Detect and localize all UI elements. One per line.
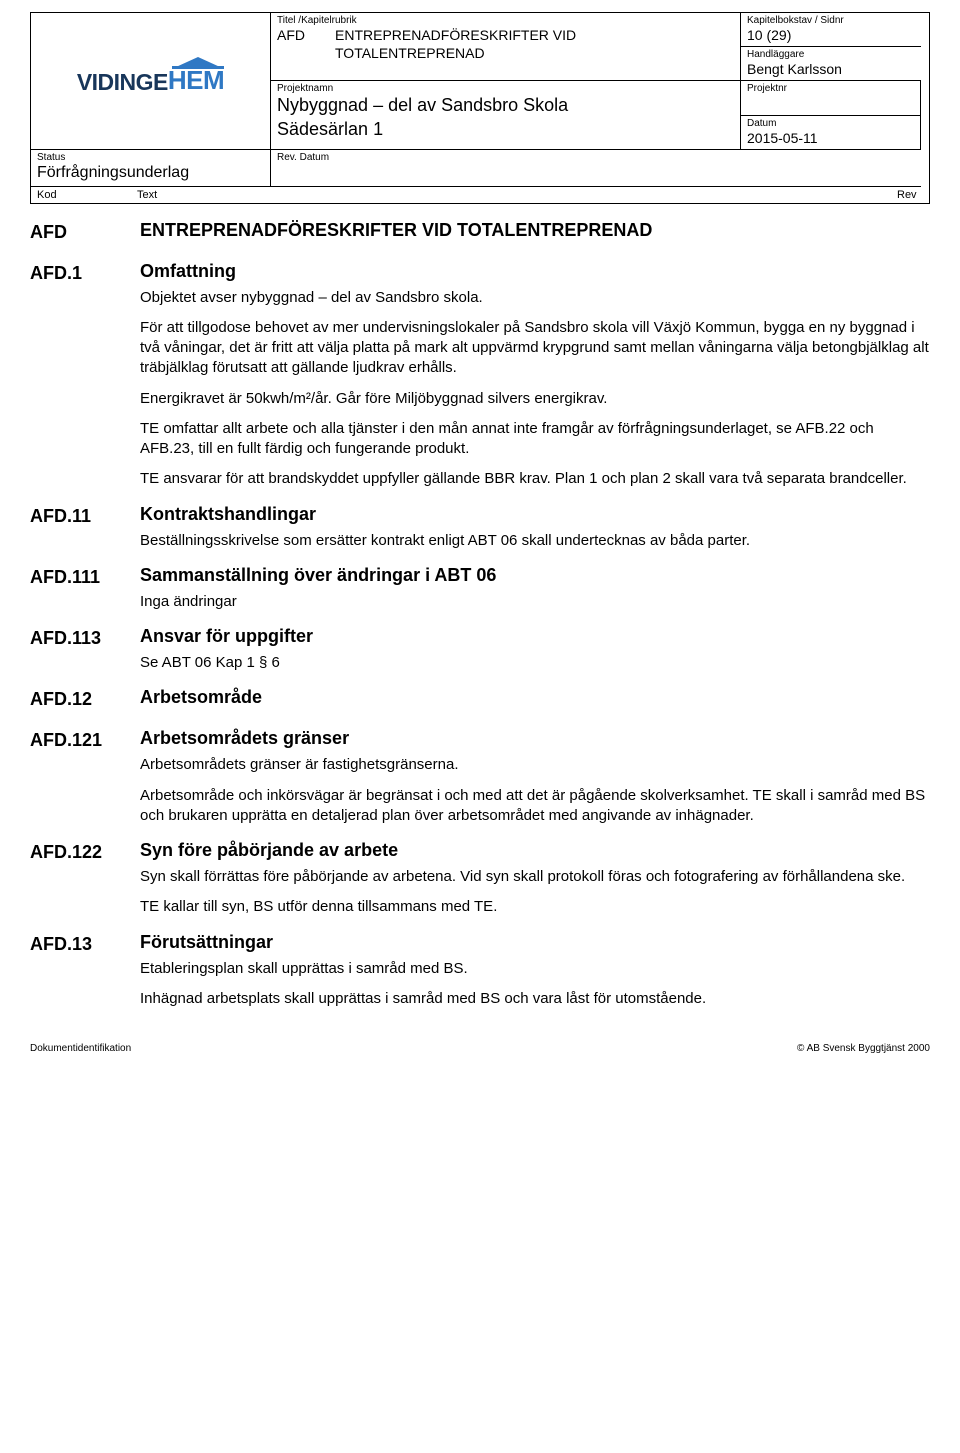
section-afd12: AFD.12 Arbetsområde	[30, 687, 930, 714]
text-label: Text	[131, 187, 891, 203]
title-cell: Titel /Kapitelrubrik AFD ENTREPRENADFÖRE…	[271, 13, 741, 81]
section-afd13: AFD.13 Förutsättningar Etableringsplan s…	[30, 932, 930, 1010]
projektnr-label: Projektnr	[747, 83, 914, 94]
kod-text-row: Kod Text Rev	[30, 187, 930, 204]
projektnamn-cell: Projektnamn Nybyggnad – del av Sandsbro …	[271, 81, 741, 149]
code-afd: AFD	[30, 220, 140, 247]
afd11-p1: Beställningsskrivelse som ersätter kontr…	[140, 531, 930, 551]
vidingehem-logo: VIDINGE HEM	[77, 65, 224, 96]
title-text-1: ENTREPRENADFÖRESKRIFTER VID	[335, 27, 576, 43]
title-afd11: Kontraktshandlingar	[140, 504, 930, 525]
code-afd121: AFD.121	[30, 728, 140, 826]
document-header: VIDINGE HEM Titel /Kapitelrubrik AFD ENT…	[30, 12, 930, 150]
logo-cell: VIDINGE HEM	[31, 13, 271, 150]
section-afd111: AFD.111 Sammanställning över ändringar i…	[30, 565, 930, 612]
afd113-p1: Se ABT 06 Kap 1 § 6	[140, 653, 930, 673]
right-top-cell: Kapitelbokstav / Sidnr 10 (29) Handlägga…	[741, 13, 921, 81]
projektnamn-label: Projektnamn	[277, 83, 734, 94]
status-label: Status	[37, 152, 264, 163]
title-label: Titel /Kapitelrubrik	[277, 15, 734, 26]
kapitel-label: Kapitelbokstav / Sidnr	[747, 15, 915, 26]
title-afd122: Syn före påbörjande av arbete	[140, 840, 930, 861]
title-afd: ENTREPRENADFÖRESKRIFTER VID TOTALENTREPR…	[140, 220, 930, 241]
afd1-p5: TE ansvarar för att brandskyddet uppfyll…	[140, 469, 930, 489]
logo-text-blue: HEM	[168, 65, 224, 96]
kapitel-value: 10 (29)	[747, 26, 915, 44]
afd1-p3: Energikravet är 50kwh/m²/år. Går före Mi…	[140, 389, 930, 409]
logo-text-dark: VIDINGE	[77, 69, 168, 96]
rev-datum-label: Rev. Datum	[277, 152, 915, 163]
status-value: Förfrågningsunderlag	[37, 163, 264, 184]
code-afd122: AFD.122	[30, 840, 140, 918]
document-body: AFD ENTREPRENADFÖRESKRIFTER VID TOTALENT…	[30, 204, 930, 1010]
rev-label: Rev	[891, 187, 921, 203]
title-afd13: Förutsättningar	[140, 932, 930, 953]
afd13-p2: Inhägnad arbetsplats skall upprättas i s…	[140, 989, 930, 1009]
code-afd12: AFD.12	[30, 687, 140, 714]
title-text-2: TOTALENTREPRENAD	[335, 45, 485, 61]
afd121-p1: Arbetsområdets gränser är fastighetsgrän…	[140, 755, 930, 775]
afd1-p2: För att tillgodose behovet av mer underv…	[140, 318, 930, 379]
kod-label: Kod	[31, 187, 131, 203]
code-afd1: AFD.1	[30, 261, 140, 490]
title-afd111: Sammanställning över ändringar i ABT 06	[140, 565, 930, 586]
title-afd1: Omfattning	[140, 261, 930, 282]
projektnamn-2: Sädesärlan 1	[277, 119, 383, 139]
afd1-p4: TE omfattar allt arbete och alla tjänste…	[140, 419, 930, 460]
afd13-p1: Etableringsplan skall upprättas i samråd…	[140, 959, 930, 979]
section-afd1: AFD.1 Omfattning Objektet avser nybyggna…	[30, 261, 930, 490]
status-row: Status Förfrågningsunderlag Rev. Datum	[30, 150, 930, 187]
section-afd11: AFD.11 Kontraktshandlingar Beställningss…	[30, 504, 930, 551]
handlaggare-label: Handläggare	[747, 49, 915, 60]
right-mid-cell: Projektnr Datum 2015-05-11	[741, 81, 921, 149]
title-afd113: Ansvar för uppgifter	[140, 626, 930, 647]
projektnamn-1: Nybyggnad – del av Sandsbro Skola	[277, 95, 568, 115]
afd122-p1: Syn skall förrättas före påbörjande av a…	[140, 867, 930, 887]
page-footer: Dokumentidentifikation © AB Svensk Byggt…	[30, 1039, 930, 1054]
datum-value: 2015-05-11	[747, 129, 914, 147]
code-afd111: AFD.111	[30, 565, 140, 612]
code-afd11: AFD.11	[30, 504, 140, 551]
section-afd113: AFD.113 Ansvar för uppgifter Se ABT 06 K…	[30, 626, 930, 673]
afd1-p1: Objektet avser nybyggnad – del av Sandsb…	[140, 288, 930, 308]
code-afd13: AFD.13	[30, 932, 140, 1010]
handlaggare-value: Bengt Karlsson	[747, 60, 915, 78]
section-afd121: AFD.121 Arbetsområdets gränser Arbetsomr…	[30, 728, 930, 826]
afd111-p1: Inga ändringar	[140, 592, 930, 612]
section-afd: AFD ENTREPRENADFÖRESKRIFTER VID TOTALENT…	[30, 220, 930, 247]
afd121-p2: Arbetsområde och inkörsvägar är begränsa…	[140, 786, 930, 827]
title-afd121: Arbetsområdets gränser	[140, 728, 930, 749]
footer-right: © AB Svensk Byggtjänst 2000	[797, 1043, 930, 1054]
title-code: AFD	[277, 26, 305, 62]
section-afd122: AFD.122 Syn före påbörjande av arbete Sy…	[30, 840, 930, 918]
afd122-p2: TE kallar till syn, BS utför denna tills…	[140, 897, 930, 917]
datum-label: Datum	[747, 118, 914, 129]
title-afd12: Arbetsområde	[140, 687, 930, 708]
footer-left: Dokumentidentifikation	[30, 1043, 131, 1054]
code-afd113: AFD.113	[30, 626, 140, 673]
